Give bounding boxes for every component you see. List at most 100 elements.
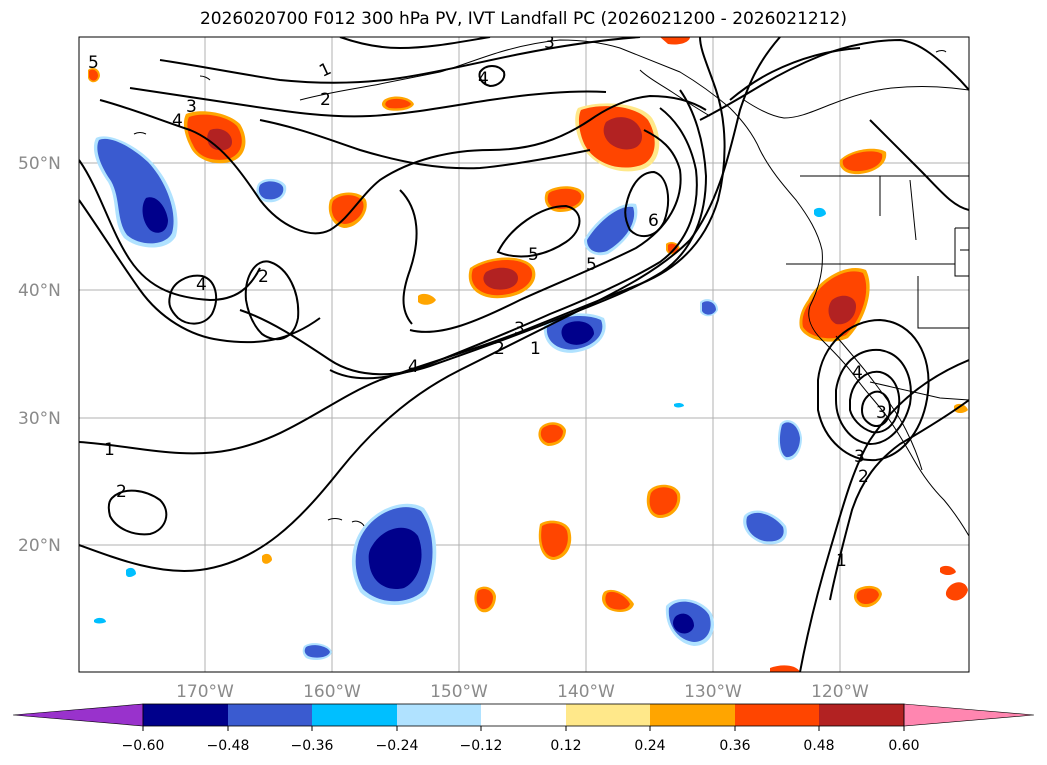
contour-label: 2 [494, 339, 505, 359]
lat-label: 50°N [18, 154, 61, 174]
pv-blob [940, 565, 956, 575]
contour-line [624, 170, 670, 238]
contour-line [329, 107, 698, 380]
lon-label: 160°W [303, 682, 361, 702]
colorbar-tick-label: −0.12 [460, 738, 503, 754]
contour-line [478, 65, 506, 88]
contour-line [79, 199, 321, 344]
colorbar-extend-low [12, 703, 144, 727]
longitude-labels: 170°W 160°W 150°W 140°W 130°W 120°W [176, 682, 869, 702]
contour-line [869, 119, 969, 211]
contour-line [817, 318, 930, 462]
map-frame [78, 36, 970, 673]
contour-label: 1 [836, 551, 847, 571]
pv-blob [770, 665, 800, 672]
colorbar-tick-label: 0.24 [634, 738, 665, 754]
contour-label: 3 [854, 447, 865, 467]
contour-label: 6 [648, 211, 659, 231]
contour-label: 4 [408, 357, 419, 377]
contour-labels: 1 2 1 2 3 4 5 3 4 4 2 4 5 5 6 3 2 1 3 3 … [88, 33, 887, 571]
contour-line [835, 348, 912, 446]
colorbar-extend-high [903, 703, 1035, 727]
contour-label: 4 [478, 69, 489, 89]
pv-blob [262, 553, 272, 564]
contour-line [409, 129, 682, 333]
contour-line [399, 189, 418, 325]
lat-label: 40°N [18, 281, 61, 301]
colorbar-segment [228, 704, 312, 726]
colorbar-tick-label: 0.48 [803, 738, 834, 754]
pv-positive-anomalies [88, 37, 968, 672]
colorbar-segment [650, 704, 735, 726]
colorbar-tick-label: −0.48 [207, 738, 250, 754]
pv-blob [954, 403, 968, 413]
colorbar-tick-label: 0.36 [719, 738, 750, 754]
contour-label: 4 [852, 363, 863, 383]
colorbar-tick-label: −0.36 [291, 738, 334, 754]
latitude-labels: 50°N 40°N 30°N 20°N [18, 154, 61, 556]
colorbar-segment [143, 704, 228, 726]
contour-label: 5 [528, 245, 539, 265]
contour-label: 3 [514, 319, 525, 339]
contour-line [339, 37, 491, 50]
contour-line [239, 89, 708, 376]
pv-blob [94, 617, 106, 624]
contour-line [699, 38, 969, 121]
colorbar-segment [819, 704, 904, 726]
contour-label: 5 [586, 255, 597, 275]
colorbar-tick-label: −0.24 [376, 738, 419, 754]
contour-label: 5 [88, 53, 99, 73]
contour-label: 2 [258, 267, 269, 287]
contour-label: 2 [320, 90, 331, 110]
contour-line [829, 399, 969, 601]
contour-line [129, 87, 607, 118]
contour-label: 4 [172, 111, 183, 131]
contour-label: 3 [186, 97, 197, 117]
contour-line [79, 37, 726, 455]
contour-label: 2 [858, 467, 869, 487]
contour-label: 3 [876, 403, 887, 423]
contour-label: 4 [196, 275, 207, 295]
contour-line [496, 204, 581, 258]
colorbar-tick-label: −0.60 [122, 738, 165, 754]
contour-label: 1 [530, 339, 541, 359]
contour-line [244, 260, 300, 341]
lon-label: 120°W [811, 682, 869, 702]
colorbar-tick-label: 0.60 [888, 738, 919, 754]
contour-line [159, 37, 641, 84]
lon-label: 130°W [684, 682, 742, 702]
lon-label: 170°W [176, 682, 234, 702]
lat-label: 30°N [18, 409, 61, 429]
contour-line [259, 119, 591, 170]
lat-label: 20°N [18, 536, 61, 556]
pv-blob [945, 582, 968, 601]
contour-line [849, 370, 901, 434]
pv-blob [126, 567, 136, 577]
contour-line [79, 37, 781, 572]
colorbar-segment [566, 704, 650, 726]
colorbar-segment [481, 704, 566, 726]
contour-line [168, 274, 218, 325]
pv-negative-anomalies [93, 136, 826, 660]
colorbar-tick-label: 0.12 [550, 738, 581, 754]
colorbar-segment [735, 704, 819, 726]
lon-label: 140°W [557, 682, 615, 702]
contour-line [99, 94, 707, 235]
pv-blob [674, 402, 684, 408]
colorbar-frame [142, 703, 905, 727]
contour-line [107, 489, 168, 536]
colorbar-segment [312, 704, 397, 726]
contour-line [79, 159, 261, 302]
map-title: 2026020700 F012 300 hPa PV, IVT Landfall… [199, 9, 847, 29]
contour-line [860, 390, 891, 427]
pv-blob [660, 37, 690, 45]
colorbar: −0.60 −0.48 −0.36 −0.24 −0.12 0.12 0.24 … [12, 703, 1035, 754]
pv-blob [814, 207, 826, 217]
borders [786, 175, 969, 401]
lon-label: 150°W [430, 682, 488, 702]
contour-label: 3 [544, 33, 555, 53]
contour-label: 1 [104, 440, 115, 460]
colorbar-segment [397, 704, 481, 726]
contour-label: 2 [116, 482, 127, 502]
